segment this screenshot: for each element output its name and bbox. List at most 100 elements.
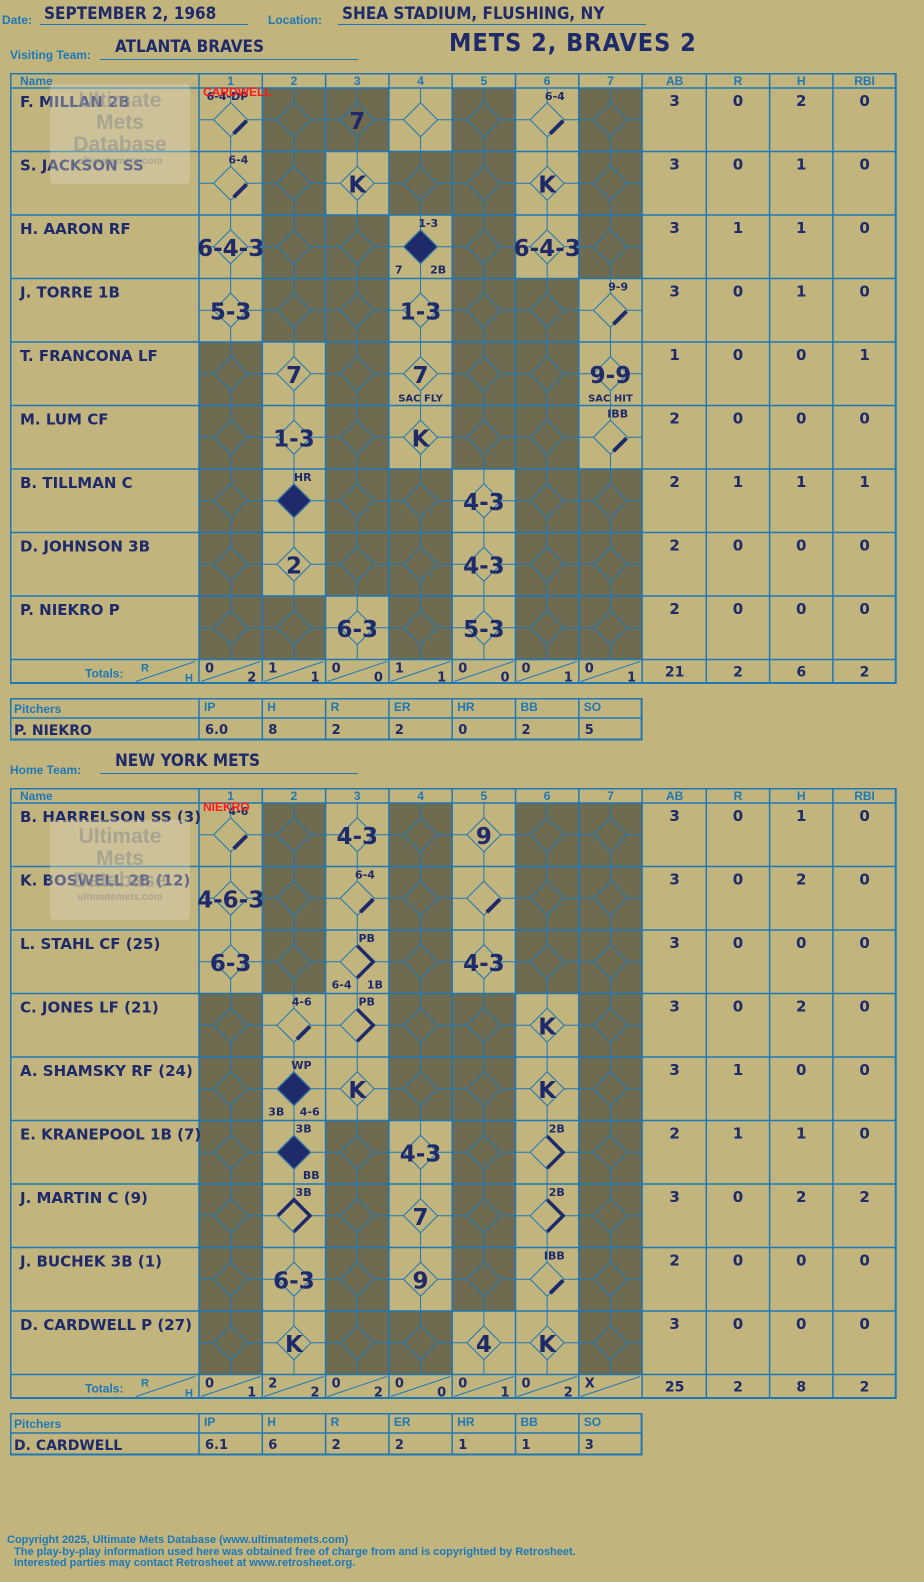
player-stat: 0 (733, 346, 743, 364)
cell-guide (452, 803, 516, 867)
cell-guide (325, 596, 389, 660)
inning-hits-total: 2 (374, 1386, 383, 1401)
play-annotation: 3B (296, 1186, 312, 1199)
pitching-stat-header: SO (584, 700, 601, 714)
play-result: 9-9 (590, 363, 632, 389)
totals-cell-divider (200, 1376, 261, 1397)
play-result: 4-3 (400, 1141, 442, 1167)
stat-header: RBI (854, 74, 875, 88)
player-stat: 1 (796, 1125, 806, 1143)
player-stat: 0 (733, 92, 743, 110)
cell-guide (199, 993, 263, 1057)
cell-guide (388, 532, 453, 596)
hit-to-first-mark (232, 119, 249, 136)
base-diamond (212, 817, 249, 853)
advance-to-second-mark (356, 944, 376, 979)
cell-guide (452, 866, 516, 930)
player-stat: 1 (669, 346, 679, 364)
player-stat: 1 (796, 156, 806, 174)
cell-guide (388, 215, 453, 279)
play-result: K (538, 1014, 557, 1040)
player-stat: 0 (796, 600, 806, 618)
play-result: 4-3 (336, 824, 378, 850)
logo-url: ultimatemets.com (77, 156, 163, 167)
inning-header: 6 (544, 789, 551, 803)
home-team-label: Home Team: (10, 763, 82, 777)
cell-guide (388, 342, 453, 406)
base-diamond (212, 102, 249, 138)
run-scored-diamond (277, 1072, 311, 1105)
play-annotation: 7 (395, 264, 403, 277)
inning-runs-total: 0 (205, 1377, 214, 1392)
pitching-stat-value: 6.1 (205, 1438, 228, 1453)
play-result: 7 (413, 1205, 429, 1231)
cell-guide (388, 88, 453, 152)
player-stat: 0 (733, 156, 743, 174)
totals-cell-divider (454, 1376, 514, 1397)
logo-watermark-home: Ultimate Mets Database ultimatemets.com (50, 820, 190, 920)
cell-guide (452, 1184, 516, 1248)
cell-guide (325, 803, 389, 867)
cell-guide (452, 596, 516, 660)
hit-to-first-mark (358, 897, 375, 914)
inning-hits-total: 2 (564, 1386, 573, 1401)
player-stat: 0 (733, 600, 743, 618)
advance-to-third-mark (276, 1197, 313, 1233)
totals-label: Totals: (85, 1382, 123, 1396)
pitchers-header: Pitchers (14, 702, 62, 716)
stat-header: AB (666, 74, 684, 88)
totals-cell-divider (580, 661, 641, 682)
date-label: Date: (2, 13, 33, 27)
cell-guide (578, 1247, 643, 1311)
team-stat-total: 21 (665, 665, 684, 681)
play-result: K (348, 1078, 367, 1104)
pitching-stat-value: 5 (585, 723, 594, 738)
play-annotation: PB (358, 932, 374, 945)
cell-guide (515, 1184, 579, 1248)
play-result: 1-3 (273, 426, 315, 452)
base-diamond (592, 292, 629, 328)
inning-header: 5 (481, 789, 488, 803)
player-stat: 3 (669, 807, 679, 825)
player-stat: 0 (733, 1315, 743, 1333)
player-name: S. JACKSON SS (20, 157, 144, 175)
cell-guide (578, 532, 643, 596)
player-stat: 0 (859, 219, 869, 237)
player-stat: 0 (796, 346, 806, 364)
cell-guide (388, 278, 453, 342)
hit-to-first-mark (548, 1278, 565, 1295)
totals-cell-divider (327, 661, 388, 682)
player-stat: 3 (669, 1061, 679, 1079)
cell-guide (452, 405, 516, 469)
team-stat-total: 25 (665, 1380, 684, 1396)
base-diamond (466, 880, 502, 916)
player-stat: 0 (733, 871, 743, 889)
cell-guide (578, 993, 643, 1057)
cell-guide (515, 469, 579, 533)
team-stat-total: 6 (796, 665, 806, 681)
pitching-stat-value: 0 (458, 723, 467, 738)
cell-guide (262, 1120, 326, 1184)
cell-guide (452, 1120, 516, 1184)
player-stat: 3 (669, 934, 679, 952)
date-underline (40, 24, 248, 25)
cell-guide (578, 342, 643, 406)
cell-guide (325, 993, 389, 1057)
cell-guide (199, 532, 263, 596)
cell-guide (325, 866, 389, 930)
advance-to-second-mark (356, 1008, 376, 1043)
totals-divider (135, 661, 196, 682)
footer-contact: Interested parties may contact Retroshee… (14, 1557, 356, 1569)
play-result: K (412, 426, 431, 452)
player-stat: 0 (733, 1252, 743, 1270)
cell-guide (325, 1247, 389, 1311)
player-stat: 0 (796, 1061, 806, 1079)
cell-guide (388, 1184, 453, 1248)
cell-guide (515, 803, 579, 867)
team-stat-total: 2 (860, 1380, 870, 1396)
cell-guide (452, 930, 516, 994)
name-column-header: Name (20, 74, 53, 88)
cell-guide (515, 1311, 579, 1375)
player-stat: 1 (859, 473, 869, 491)
